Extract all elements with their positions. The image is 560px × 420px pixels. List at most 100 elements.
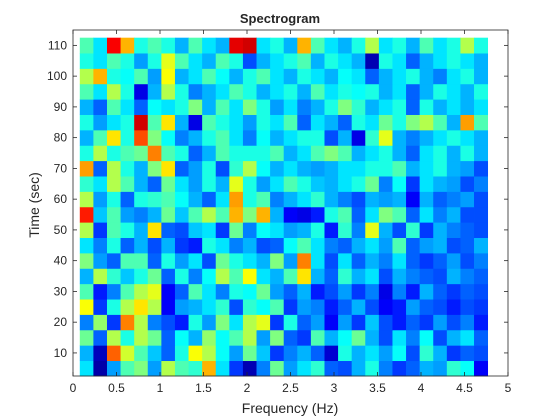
y-tick-label: 90 — [54, 100, 68, 114]
y-tick-label: 110 — [48, 38, 67, 52]
heatmap-cell — [242, 283, 257, 300]
heatmap-cell — [161, 191, 176, 208]
heatmap-cell — [215, 252, 230, 269]
heatmap-cell — [392, 299, 407, 315]
heatmap-cell — [161, 53, 176, 69]
heatmap-cell — [215, 145, 230, 162]
heatmap-cell — [229, 206, 244, 223]
heatmap-cell — [93, 129, 108, 146]
heatmap-cell — [256, 283, 271, 300]
heatmap-cell — [419, 68, 434, 85]
heatmap-cell — [188, 360, 203, 377]
heatmap-cell — [446, 206, 461, 223]
heatmap-cell — [351, 176, 366, 192]
heatmap-cell — [106, 237, 121, 254]
heatmap-cell — [310, 53, 325, 69]
y-tick-label: 100 — [47, 69, 67, 83]
heatmap-cell — [161, 222, 176, 238]
heatmap-cell — [365, 252, 380, 269]
heatmap-cell — [378, 222, 393, 238]
heatmap-cell — [120, 329, 135, 346]
heatmap-cell — [433, 145, 448, 162]
heatmap-cell — [106, 99, 121, 115]
heatmap-cell — [378, 99, 393, 115]
heatmap-cell — [419, 206, 434, 223]
heatmap-cell — [147, 68, 162, 85]
heatmap-cell — [460, 299, 475, 315]
heatmap-cell — [202, 237, 217, 254]
heatmap-cell — [79, 314, 94, 331]
heatmap-cell — [297, 160, 312, 177]
heatmap-cell — [215, 114, 230, 131]
heatmap-cell — [242, 176, 257, 192]
heatmap-cell — [93, 252, 108, 269]
heatmap-cell — [297, 129, 312, 146]
heatmap-cell — [310, 129, 325, 146]
heatmap-cell — [79, 329, 94, 346]
heatmap-cell — [79, 268, 94, 285]
heatmap-cell — [338, 68, 353, 85]
heatmap-cell — [283, 299, 298, 315]
heatmap-cell — [93, 145, 108, 162]
heatmap-cell — [256, 314, 271, 331]
heatmap-cell — [188, 206, 203, 223]
heatmap-cell — [446, 299, 461, 315]
x-tick-label: 0 — [70, 381, 77, 395]
heatmap-cell — [202, 222, 217, 238]
heatmap-cell — [229, 237, 244, 254]
heatmap-cell — [460, 160, 475, 177]
heatmap-cell — [161, 360, 176, 377]
heatmap-cell — [188, 191, 203, 208]
heatmap-cell — [406, 360, 421, 377]
heatmap-cell — [120, 237, 135, 254]
heatmap-cell — [324, 206, 339, 223]
heatmap-cell — [188, 268, 203, 285]
heatmap-cell — [283, 329, 298, 346]
heatmap-cell — [474, 83, 489, 100]
heatmap-cell — [297, 68, 312, 85]
heatmap-cell — [79, 206, 94, 223]
heatmap-cell — [419, 176, 434, 192]
heatmap-cell — [297, 53, 312, 69]
heatmap-cell — [310, 299, 325, 315]
heatmap-cell — [174, 83, 189, 100]
heatmap-cell — [392, 206, 407, 223]
heatmap-cell — [460, 360, 475, 377]
heatmap-cell — [188, 222, 203, 238]
heatmap-cell — [419, 191, 434, 208]
heatmap-cell — [378, 329, 393, 346]
heatmap-cell — [406, 37, 421, 54]
heatmap-cell — [147, 99, 162, 115]
heatmap-cell — [406, 176, 421, 192]
heatmap-cell — [419, 329, 434, 346]
heatmap-cell — [79, 237, 94, 254]
heatmap-cell — [365, 329, 380, 346]
heatmap-cell — [474, 237, 489, 254]
heatmap-cell — [215, 222, 230, 238]
heatmap-cell — [270, 252, 285, 269]
heatmap-cell — [392, 37, 407, 54]
heatmap-cell — [338, 129, 353, 146]
heatmap-cell — [406, 237, 421, 254]
heatmap-cell — [446, 283, 461, 300]
heatmap-cell — [256, 252, 271, 269]
heatmap-cell — [365, 283, 380, 300]
heatmap-cell — [406, 283, 421, 300]
heatmap-cell — [338, 345, 353, 362]
heatmap-cell — [93, 160, 108, 177]
heatmap-cell — [120, 360, 135, 377]
heatmap-cell — [392, 114, 407, 131]
heatmap-cell — [270, 53, 285, 69]
heatmap-cell — [324, 114, 339, 131]
heatmap-cell — [242, 53, 257, 69]
heatmap-cell — [93, 53, 108, 69]
heatmap-cell — [147, 129, 162, 146]
heatmap-cell — [433, 268, 448, 285]
heatmap-cell — [120, 252, 135, 269]
heatmap-cell — [161, 268, 176, 285]
heatmap-cell — [351, 99, 366, 115]
heatmap-cell — [174, 53, 189, 69]
heatmap-cell — [297, 83, 312, 100]
heatmap-cell — [365, 206, 380, 223]
heatmap-cell — [338, 83, 353, 100]
